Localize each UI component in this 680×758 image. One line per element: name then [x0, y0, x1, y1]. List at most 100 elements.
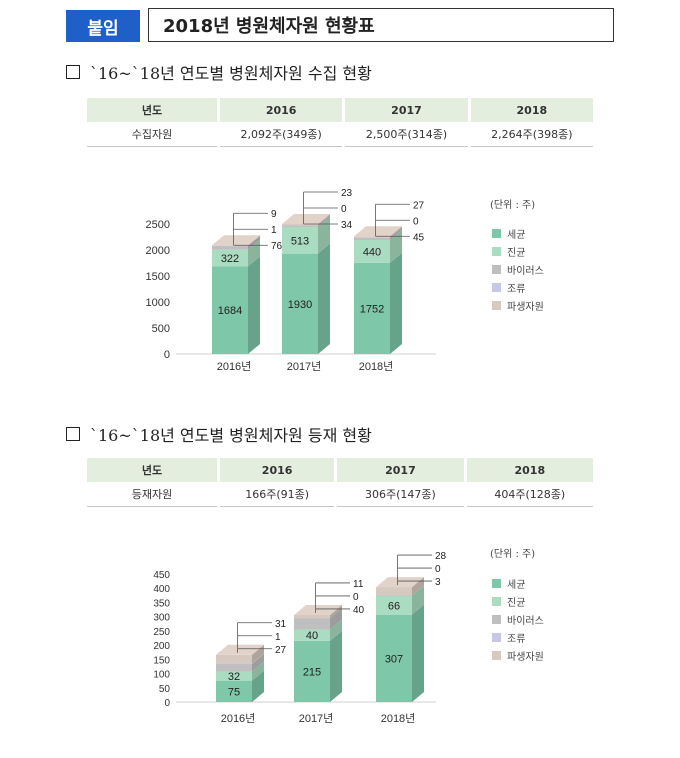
legend-swatch — [492, 632, 501, 642]
table-cell: 2,092주(349종) — [220, 122, 343, 147]
bar-segment-side — [318, 243, 330, 354]
bar-segment-side — [412, 585, 424, 615]
callout-label: 1 — [275, 632, 281, 643]
y-tick-label: 0 — [164, 698, 170, 709]
callout-label: 0 — [353, 592, 359, 603]
legend-swatch — [492, 596, 501, 606]
y-tick-label: 1000 — [146, 297, 170, 309]
y-tick-label: 350 — [153, 598, 170, 609]
bar-top-face — [216, 644, 264, 655]
y-tick-label: 250 — [153, 627, 170, 638]
bar-segment-side — [252, 670, 264, 702]
table-cell: 수집자원 — [87, 122, 217, 147]
table-header-cell: 2017 — [337, 458, 464, 482]
legend-swatch — [492, 578, 501, 588]
bar-segment — [354, 240, 390, 263]
callout-label: 34 — [341, 220, 353, 231]
section-title-collection: `16~`18년 연도별 병원체자원 수집 현황 — [66, 60, 372, 84]
legend-registration: 세균 진균 바이러스 조류 파생자원 — [492, 574, 544, 664]
attachment-badge: 붙임 — [66, 10, 140, 42]
bar-segment-side — [248, 235, 260, 246]
callout-label: 27 — [275, 645, 287, 656]
bar-segment-side — [412, 604, 424, 702]
y-tick-label: 500 — [152, 323, 170, 335]
y-tick-label: 200 — [153, 641, 170, 652]
table-header-cell: 2016 — [220, 458, 335, 482]
callout-label: 31 — [275, 619, 287, 630]
bar-segment-side — [330, 619, 342, 641]
category-label: 2016년 — [217, 360, 252, 373]
data-label: 1930 — [288, 299, 312, 311]
bar-segment — [282, 224, 318, 226]
legend-item: 세균 — [492, 574, 544, 592]
callout-label: 45 — [413, 232, 425, 243]
bar-segment-side — [330, 630, 342, 702]
callout-label: 11 — [353, 579, 364, 590]
legend-item: 파생자원 — [492, 646, 544, 664]
category-label: 2018년 — [381, 712, 416, 725]
legend-label: 진균 — [507, 597, 526, 609]
bar-segment — [216, 671, 252, 681]
collection-stacked-bar-chart: 0 500 1000 1500 2000 2500 1684 322 9 1 76 2016년 1930… — [146, 188, 436, 373]
legend-label: 파생자원 — [507, 651, 544, 663]
bar-segment — [354, 262, 390, 354]
table-header-cell: 2018 — [470, 98, 593, 122]
table-header-cell: 2017 — [345, 98, 468, 122]
table-header-row: 년도 2016 2017 2018 — [87, 98, 593, 122]
table-cell: 등재자원 — [87, 482, 217, 507]
bar-top-face — [294, 604, 342, 615]
bar-segment — [282, 253, 318, 354]
legend-swatch — [492, 246, 501, 256]
legend-item: 세균 — [492, 224, 544, 242]
bar-segment — [212, 245, 248, 246]
legend-swatch — [492, 300, 501, 310]
data-label: 75 — [228, 686, 240, 698]
data-label: 1752 — [360, 303, 384, 315]
bar-segment — [294, 640, 330, 702]
data-label: 215 — [303, 666, 321, 678]
table-header-cell: 년도 — [87, 458, 217, 482]
table-header-cell: 2016 — [220, 98, 343, 122]
data-label: 66 — [388, 600, 400, 612]
bar-segment-side — [248, 256, 260, 354]
bar-segment — [354, 236, 390, 238]
bar-segment-side — [318, 214, 330, 226]
legend-label: 세균 — [507, 229, 526, 241]
callout-label: 1 — [271, 225, 277, 236]
category-label: 2017년 — [299, 712, 334, 725]
y-tick-label: 450 — [153, 570, 170, 581]
bar-segment — [376, 587, 412, 596]
bar-top-face — [282, 214, 330, 224]
bar-segment-side — [248, 235, 260, 250]
data-label: 440 — [363, 246, 381, 258]
registration-summary-table: 년도 2016 2017 2018 등재자원 166주(91종) 306주(14… — [84, 458, 596, 507]
data-label: 32 — [228, 671, 240, 683]
bar-segment — [212, 245, 248, 247]
legend-item: 파생자원 — [492, 296, 544, 314]
table-header-row: 년도 2016 2017 2018 — [87, 458, 593, 482]
legend-unit: (단위 : 주) — [490, 549, 536, 560]
legend-swatch — [492, 614, 501, 624]
bar-segment-side — [330, 608, 342, 630]
bar-segment-side — [390, 226, 402, 238]
y-tick-label: 100 — [153, 670, 170, 681]
y-tick-label: 50 — [159, 684, 171, 695]
bar-segment — [212, 249, 248, 267]
y-tick-label: 0 — [164, 349, 170, 361]
legend-label: 조류 — [507, 633, 526, 645]
bar-top-face — [376, 577, 424, 588]
y-tick-label: 400 — [153, 584, 170, 595]
table-cell: 166주(91종) — [220, 482, 335, 507]
data-label: 513 — [291, 235, 309, 247]
legend-item: 진균 — [492, 592, 544, 610]
bar-segment-side — [252, 653, 264, 664]
callout-label: 76 — [271, 241, 283, 252]
callout-label: 0 — [435, 564, 441, 575]
section-title-text: `16~`18년 연도별 병원체자원 수집 현황 — [90, 64, 372, 83]
bar-segment-side — [412, 577, 424, 596]
bar-segment — [216, 663, 252, 672]
callout-label: 3 — [435, 577, 441, 588]
callout-label: 23 — [341, 188, 353, 199]
legend-label: 세균 — [507, 579, 526, 591]
data-label: 322 — [221, 253, 239, 265]
